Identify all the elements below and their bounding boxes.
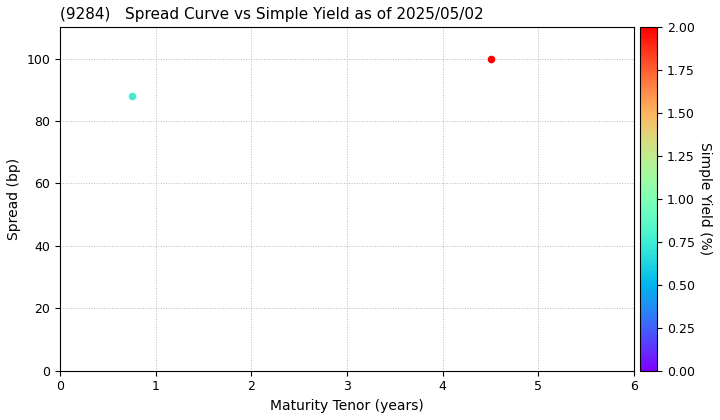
Text: (9284)   Spread Curve vs Simple Yield as of 2025/05/02: (9284) Spread Curve vs Simple Yield as o…: [60, 7, 484, 22]
Point: [485, 55, 496, 62]
Y-axis label: Simple Yield (%): Simple Yield (%): [698, 142, 712, 256]
Point: [126, 93, 138, 100]
Y-axis label: Spread (bp): Spread (bp): [7, 158, 21, 240]
X-axis label: Maturity Tenor (years): Maturity Tenor (years): [270, 399, 424, 413]
